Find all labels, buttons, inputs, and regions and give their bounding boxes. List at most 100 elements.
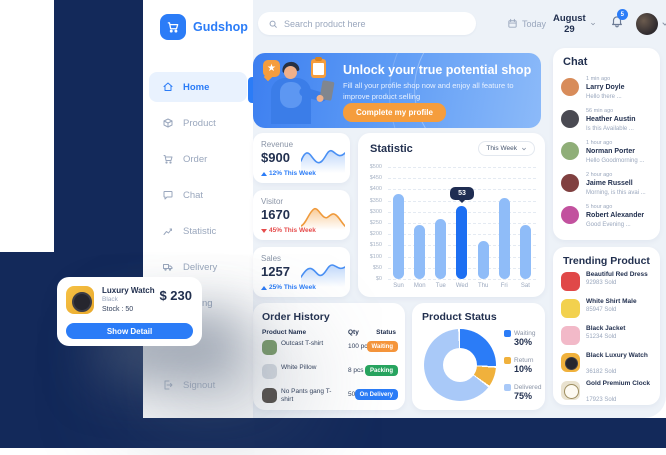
sidebar-item-chat[interactable]: Chat — [149, 180, 247, 210]
product-thumbnail — [262, 340, 277, 355]
sidebar-item-label: Delivery — [183, 261, 218, 273]
chat-time: 1 hour ago — [586, 140, 613, 146]
product-stock: Stock : 50 — [102, 306, 134, 313]
list-item[interactable]: Black Luxury Watch 36182 Sold — [561, 352, 653, 377]
product-status-card: Product Status Waiting 30% Return 10% De… — [412, 303, 545, 410]
chat-card: Chat 1 min ago Larry Doyle Hello there .… — [553, 48, 660, 240]
bar-tooltip: 53 — [450, 187, 474, 200]
bar-slot — [473, 167, 494, 279]
table-row[interactable]: White Pillow 8 pcs Packing — [253, 361, 405, 385]
sidebar-item-home[interactable]: Home — [149, 72, 247, 102]
product-sold: 92983 Sold — [586, 280, 617, 286]
y-tick-label: $200 — [369, 231, 382, 238]
product-name: Black Luxury Watch — [586, 352, 648, 359]
chat-bubble-icon — [162, 189, 174, 201]
phone-icon — [319, 80, 335, 101]
hero-illustration: ★ — [257, 57, 343, 124]
product-icon — [162, 117, 174, 129]
product-detail-popup: Luxury Watch Black Stock : 50 $ 230 Show… — [57, 277, 202, 346]
legend-percent: 30% — [514, 337, 533, 347]
home-icon — [162, 81, 174, 93]
sidebar-item-statistic[interactable]: Statistic — [149, 216, 247, 246]
table-row[interactable]: Outcast T-shirt 100 pcs Waiting — [253, 337, 405, 361]
sidebar-item-label: Home — [183, 81, 210, 93]
stat-label: Revenue — [261, 140, 294, 149]
sidebar-item-signout[interactable]: Signout — [149, 372, 247, 398]
product-thumbnail — [561, 299, 580, 318]
line-chart-icon — [162, 225, 174, 237]
legend-swatch — [504, 357, 511, 364]
sidebar-item-label: Statistic — [183, 225, 217, 237]
revenue-card: Revenue $900 12% This Week — [253, 133, 350, 183]
order-history-card: Order History Product Name Qty Status Ou… — [253, 303, 405, 410]
trend-up-icon — [261, 171, 267, 176]
product-thumbnail — [262, 364, 277, 379]
status-badge: Waiting — [366, 341, 398, 352]
status-badge: On Delivery — [354, 389, 398, 400]
trend-down-icon — [261, 228, 267, 233]
topbar-right: Today August 29 5 — [507, 9, 666, 36]
legend-item: Delivered 75% — [504, 384, 544, 401]
tooltip-value: 53 — [458, 190, 466, 197]
list-item[interactable]: 56 min ago Heather Austin Is this Availa… — [561, 108, 653, 138]
statistic-card: Statistic This Week $500 $450 $400 $350 $300… — [358, 133, 545, 297]
date-value: August 29 — [553, 12, 586, 35]
product-thumbnail — [561, 326, 580, 345]
sidebar-item-label: Chat — [183, 189, 204, 201]
sales-sparkline — [301, 264, 345, 287]
chevron-down-icon — [590, 22, 595, 25]
signout-label: Signout — [183, 379, 216, 391]
brand-logo[interactable]: Gudshop — [160, 14, 248, 40]
chat-preview: Hello there ... — [586, 94, 622, 100]
product-status-title: Product Status — [422, 311, 497, 323]
sidebar-item-delivery[interactable]: Delivery — [149, 252, 247, 282]
date-selector[interactable]: August 29 — [552, 13, 596, 35]
today-button[interactable]: Today — [507, 18, 546, 29]
sidebar-item-product[interactable]: Product — [149, 108, 247, 138]
y-tick-label: $150 — [369, 242, 382, 249]
search-input[interactable] — [284, 18, 464, 29]
list-item[interactable]: 1 hour ago Norman Porter Hello Goodmorni… — [561, 140, 653, 170]
product-name: Black Jacket — [586, 325, 626, 332]
list-item[interactable]: Black Jacket 51234 Sold — [561, 325, 653, 350]
chart-bar — [393, 194, 405, 279]
list-item[interactable]: Gold Premium Clock 17923 Sold — [561, 380, 653, 405]
decor-bottom-band — [0, 418, 666, 448]
legend-percent: 75% — [514, 391, 533, 401]
period-dropdown[interactable]: This Week — [478, 141, 535, 156]
notification-bell[interactable]: 5 — [610, 9, 628, 33]
x-tick-label: Mon — [413, 283, 426, 289]
search-bar — [258, 12, 476, 35]
chat-name: Larry Doyle — [586, 84, 625, 91]
watch-thumbnail — [561, 353, 580, 372]
product-name: Outcast T-shirt — [281, 340, 324, 347]
hero-subtitle: Fill all your profile shop now and enjoy… — [343, 81, 514, 101]
chat-preview: Hello Goodmorning ... — [586, 158, 645, 164]
product-name: Luxury Watch — [102, 286, 155, 295]
list-item[interactable]: 2 hour ago Jaime Russell Morning, is thi… — [561, 172, 653, 202]
product-sold: 17923 Sold — [586, 397, 617, 403]
chat-name: Norman Porter — [586, 148, 636, 155]
table-row[interactable]: No Pants gang T-shirt 50 pcs On Delivery — [253, 385, 405, 409]
person-figure — [271, 78, 311, 124]
user-menu[interactable] — [635, 12, 666, 35]
list-item[interactable]: White Shirt Male 85947 Sold — [561, 298, 653, 323]
clipboard-icon — [311, 57, 326, 78]
bar-slot — [409, 167, 430, 279]
x-tick-label: Sun — [393, 283, 404, 289]
legend-label: Waiting — [514, 330, 536, 337]
product-qty: 100 pcs — [348, 343, 371, 350]
y-tick-label: $300 — [369, 208, 382, 215]
chart-bar — [519, 225, 531, 279]
complete-profile-button[interactable]: Complete my profile — [343, 103, 446, 122]
chat-preview: Is this Available ... — [586, 126, 634, 132]
sidebar-item-order[interactable]: Order — [149, 144, 247, 174]
chat-time: 2 hour ago — [586, 172, 613, 178]
list-item[interactable]: 5 hour ago Robert Alexander Good Evening… — [561, 204, 653, 234]
list-item[interactable]: Beautiful Red Dress 92983 Sold — [561, 271, 653, 296]
chevron-down-icon — [662, 22, 666, 26]
avatar — [561, 78, 579, 96]
show-detail-button[interactable]: Show Detail — [66, 323, 193, 339]
list-item[interactable]: 1 min ago Larry Doyle Hello there ... — [561, 76, 653, 106]
